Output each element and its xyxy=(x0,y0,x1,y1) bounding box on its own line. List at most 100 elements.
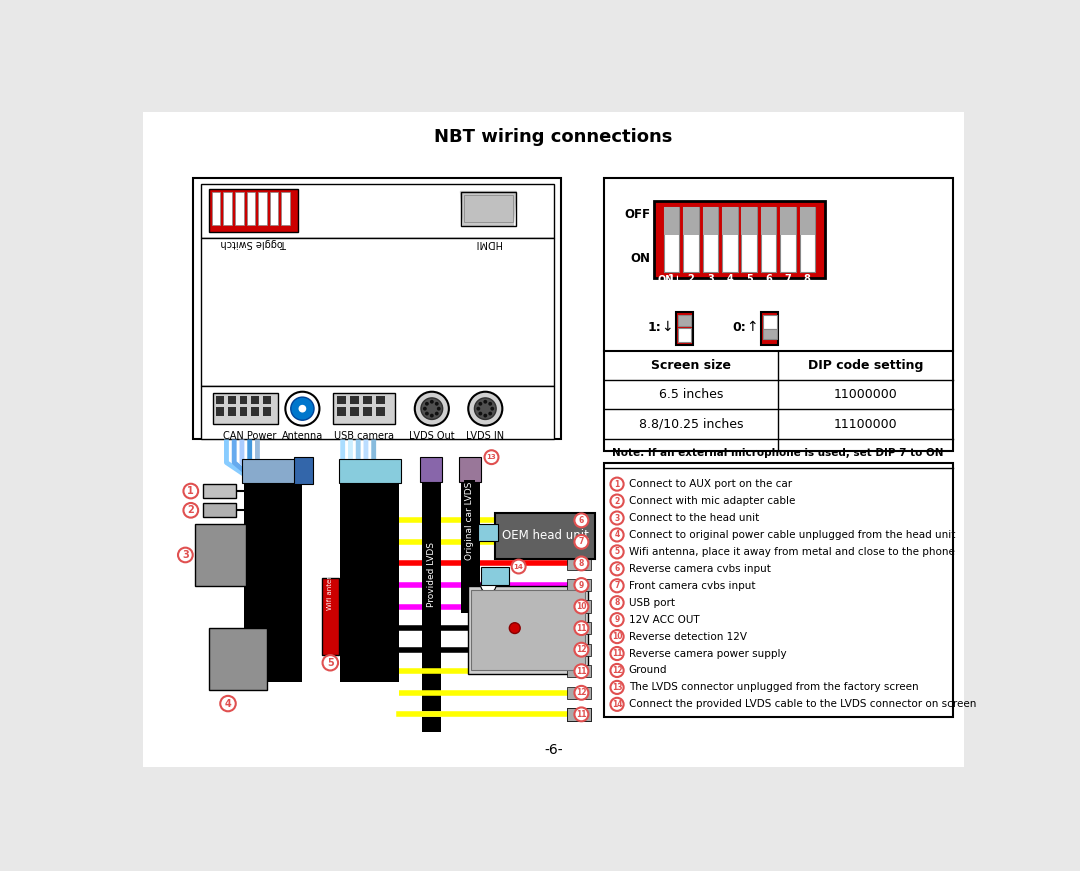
FancyBboxPatch shape xyxy=(664,207,679,272)
Circle shape xyxy=(435,412,438,415)
FancyBboxPatch shape xyxy=(780,207,796,272)
FancyBboxPatch shape xyxy=(478,524,498,541)
FancyBboxPatch shape xyxy=(228,407,235,415)
Text: 7: 7 xyxy=(579,537,584,546)
Text: 6: 6 xyxy=(615,564,620,573)
FancyBboxPatch shape xyxy=(761,313,779,345)
FancyBboxPatch shape xyxy=(243,482,301,682)
FancyBboxPatch shape xyxy=(742,207,757,235)
FancyBboxPatch shape xyxy=(252,395,259,404)
Circle shape xyxy=(415,392,449,426)
Circle shape xyxy=(424,412,429,415)
FancyBboxPatch shape xyxy=(495,513,595,559)
Text: ON↓: ON↓ xyxy=(658,274,681,285)
Polygon shape xyxy=(460,192,516,226)
Text: CAN Power: CAN Power xyxy=(222,430,276,441)
Circle shape xyxy=(285,392,320,426)
Text: 1: 1 xyxy=(669,273,675,284)
Circle shape xyxy=(184,503,198,517)
Text: 6: 6 xyxy=(579,516,584,525)
Text: 11: 11 xyxy=(611,649,622,658)
FancyBboxPatch shape xyxy=(799,207,815,272)
Text: 1:: 1: xyxy=(647,321,661,334)
FancyBboxPatch shape xyxy=(252,407,259,415)
Text: NBT wiring connections: NBT wiring connections xyxy=(434,128,673,145)
FancyBboxPatch shape xyxy=(684,207,699,272)
Circle shape xyxy=(575,535,589,549)
FancyBboxPatch shape xyxy=(201,184,554,238)
FancyBboxPatch shape xyxy=(322,578,339,655)
Circle shape xyxy=(481,577,496,592)
Text: 13: 13 xyxy=(611,683,622,692)
FancyBboxPatch shape xyxy=(294,457,313,484)
Circle shape xyxy=(610,630,623,643)
Text: Wifi antenna, place it away from metal and close to the phone: Wifi antenna, place it away from metal a… xyxy=(629,547,955,557)
Circle shape xyxy=(490,407,495,410)
Text: The LVDS connector unplugged from the factory screen: The LVDS connector unplugged from the fa… xyxy=(629,682,918,692)
FancyBboxPatch shape xyxy=(459,457,481,482)
Text: OEM head unit: OEM head unit xyxy=(501,530,589,543)
Circle shape xyxy=(430,400,434,403)
FancyBboxPatch shape xyxy=(567,622,591,634)
FancyBboxPatch shape xyxy=(762,314,777,328)
FancyBboxPatch shape xyxy=(780,207,796,235)
FancyBboxPatch shape xyxy=(604,463,953,717)
Text: 8: 8 xyxy=(804,273,811,284)
Circle shape xyxy=(484,414,487,417)
Text: 10: 10 xyxy=(611,632,622,641)
Circle shape xyxy=(610,511,623,524)
Circle shape xyxy=(435,402,438,406)
Text: DIP code setting: DIP code setting xyxy=(808,359,923,372)
FancyBboxPatch shape xyxy=(723,207,738,235)
FancyBboxPatch shape xyxy=(193,178,562,440)
FancyBboxPatch shape xyxy=(463,195,513,222)
FancyBboxPatch shape xyxy=(762,328,777,340)
Text: HDMI: HDMI xyxy=(474,238,501,248)
FancyBboxPatch shape xyxy=(567,600,591,612)
FancyBboxPatch shape xyxy=(664,207,679,235)
FancyBboxPatch shape xyxy=(235,192,243,226)
FancyBboxPatch shape xyxy=(213,394,279,424)
Circle shape xyxy=(610,495,623,508)
Text: 12: 12 xyxy=(611,666,622,675)
Text: 0:: 0: xyxy=(732,321,746,334)
Text: 6.5 inches: 6.5 inches xyxy=(659,388,724,402)
Circle shape xyxy=(430,414,434,417)
Circle shape xyxy=(424,402,429,406)
FancyBboxPatch shape xyxy=(363,395,373,404)
FancyBboxPatch shape xyxy=(258,192,267,226)
FancyBboxPatch shape xyxy=(143,112,964,767)
Circle shape xyxy=(488,402,492,406)
Circle shape xyxy=(575,513,589,527)
Circle shape xyxy=(575,665,589,679)
FancyBboxPatch shape xyxy=(676,313,693,345)
FancyBboxPatch shape xyxy=(216,407,225,415)
FancyBboxPatch shape xyxy=(224,192,232,226)
FancyBboxPatch shape xyxy=(262,407,271,415)
Text: Original car LVDS: Original car LVDS xyxy=(465,481,474,559)
Text: Reverse detection 12V: Reverse detection 12V xyxy=(629,631,746,642)
Circle shape xyxy=(575,685,589,699)
Circle shape xyxy=(488,412,492,415)
Circle shape xyxy=(298,405,307,413)
FancyBboxPatch shape xyxy=(216,395,225,404)
Text: 1: 1 xyxy=(188,486,194,496)
Circle shape xyxy=(291,397,314,420)
Text: LVDS IN: LVDS IN xyxy=(467,430,504,441)
FancyBboxPatch shape xyxy=(760,207,777,272)
Text: 8.8/10.25 inches: 8.8/10.25 inches xyxy=(638,417,743,430)
Text: Wifi antenna: Wifi antenna xyxy=(327,566,334,611)
FancyBboxPatch shape xyxy=(376,395,386,404)
FancyBboxPatch shape xyxy=(567,514,591,526)
Circle shape xyxy=(474,398,496,420)
FancyBboxPatch shape xyxy=(567,686,591,699)
FancyBboxPatch shape xyxy=(760,207,777,235)
Circle shape xyxy=(610,613,623,626)
Circle shape xyxy=(610,545,623,558)
FancyBboxPatch shape xyxy=(684,207,699,235)
Circle shape xyxy=(469,392,502,426)
Text: 7: 7 xyxy=(784,273,792,284)
FancyBboxPatch shape xyxy=(376,407,386,415)
Text: Reverse camera cvbs input: Reverse camera cvbs input xyxy=(629,564,770,574)
Text: 12: 12 xyxy=(576,688,586,698)
